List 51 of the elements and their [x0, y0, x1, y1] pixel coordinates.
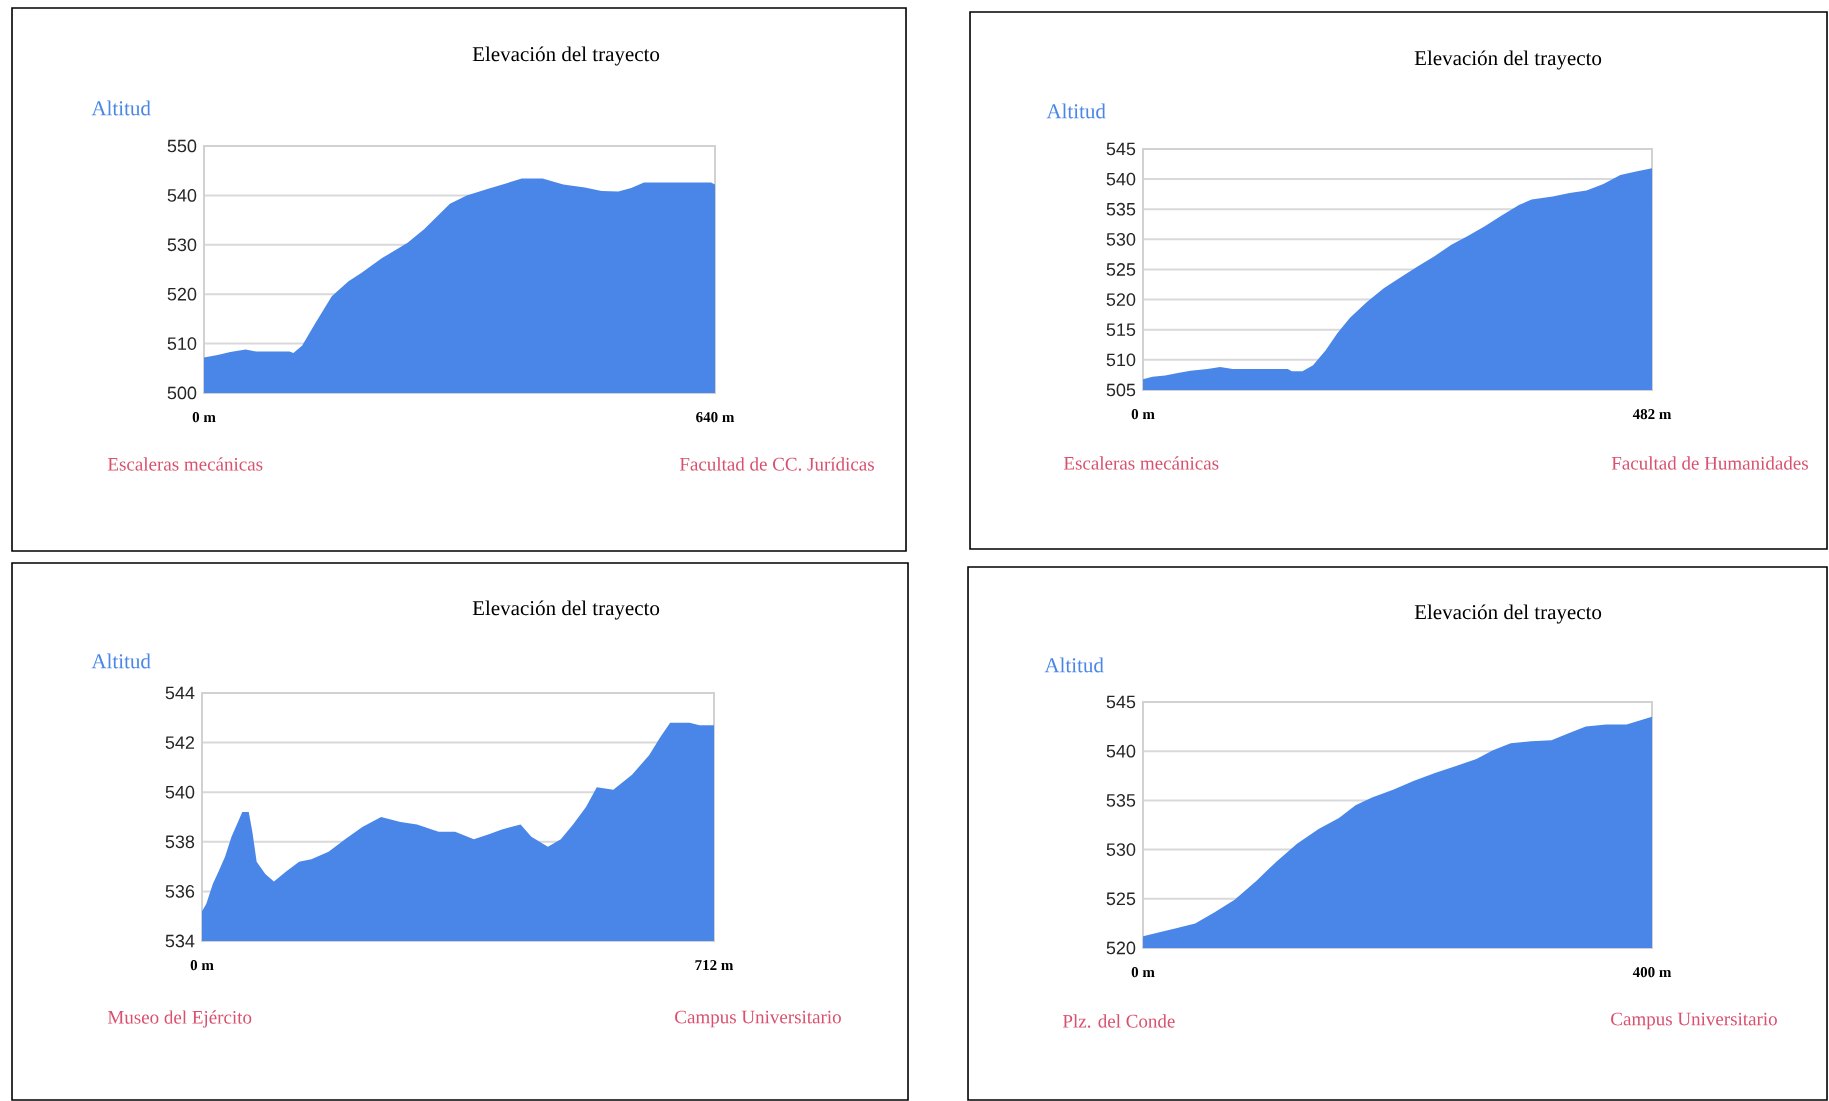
y-axis-title: Altitud — [91, 100, 151, 116]
x-tick-label: 0 m — [1131, 967, 1155, 978]
y-tick-label: 530 — [1106, 232, 1136, 246]
y-tick-label: 530 — [1106, 843, 1136, 856]
y-tick-label: 540 — [1106, 744, 1136, 758]
y-tick-label: 515 — [1106, 323, 1136, 337]
x-tick-label: 0 m — [190, 960, 214, 971]
y-tick-label: 520 — [1106, 941, 1136, 955]
text: Campus Universitario — [1611, 1012, 1777, 1030]
text: Facultad de Humanidades — [1611, 456, 1808, 470]
text: Museo del Ejército — [107, 1010, 252, 1028]
x-tick-label: 0 m — [1131, 409, 1155, 420]
y-tick-label: 520 — [167, 287, 197, 301]
y-tick-label: 545 — [1106, 142, 1136, 156]
chart-title: Elevación del trayecto — [1414, 604, 1602, 624]
y-axis-title: Altitud — [91, 653, 151, 669]
y-tick-label: 540 — [1106, 172, 1136, 186]
y-tick-label: 542 — [165, 736, 195, 749]
x-tick-label: 0 m — [192, 412, 216, 423]
x-tick-label: 482 m — [1632, 409, 1672, 420]
y-tick-label: 510 — [167, 337, 197, 350]
y-tick-label: 525 — [1106, 263, 1136, 276]
y-tick-label: 538 — [165, 835, 195, 849]
y-tick-label: 535 — [1106, 794, 1136, 807]
y-tick-label: 534 — [165, 934, 195, 948]
text: Plz. del Conde — [1062, 1014, 1175, 1028]
y-tick-label: 544 — [165, 686, 195, 700]
y-tick-label: 525 — [1106, 892, 1136, 906]
x-tick-label: 712 m — [695, 960, 734, 970]
y-tick-label: 530 — [167, 238, 197, 252]
y-axis-title: Altitud — [1046, 103, 1106, 119]
chart-title: Elevación del trayecto — [1414, 50, 1602, 70]
text: Facultad de CC. Jurídicas — [679, 457, 874, 471]
x-tick-label: 400 m — [1632, 967, 1672, 978]
y-tick-label: 505 — [1106, 383, 1136, 397]
chart-title: Elevación del trayecto — [472, 600, 660, 620]
text: Escaleras mecánicas — [107, 457, 263, 471]
text: Escaleras mecánicas — [1063, 456, 1219, 470]
y-axis-title: Altitud — [1044, 657, 1104, 673]
y-tick-label: 536 — [165, 885, 195, 898]
text: Campus Universitario — [675, 1010, 841, 1028]
chart-title: Elevación del trayecto — [472, 46, 660, 66]
y-tick-label: 550 — [167, 139, 197, 153]
y-tick-label: 500 — [167, 386, 197, 400]
y-tick-label: 510 — [1106, 353, 1136, 367]
y-tick-label: 540 — [167, 189, 197, 202]
y-tick-label: 520 — [1106, 293, 1136, 306]
x-tick-label: 640 m — [696, 412, 735, 423]
y-tick-label: 545 — [1106, 695, 1136, 709]
y-tick-label: 540 — [165, 785, 195, 799]
y-tick-label: 535 — [1106, 202, 1136, 216]
